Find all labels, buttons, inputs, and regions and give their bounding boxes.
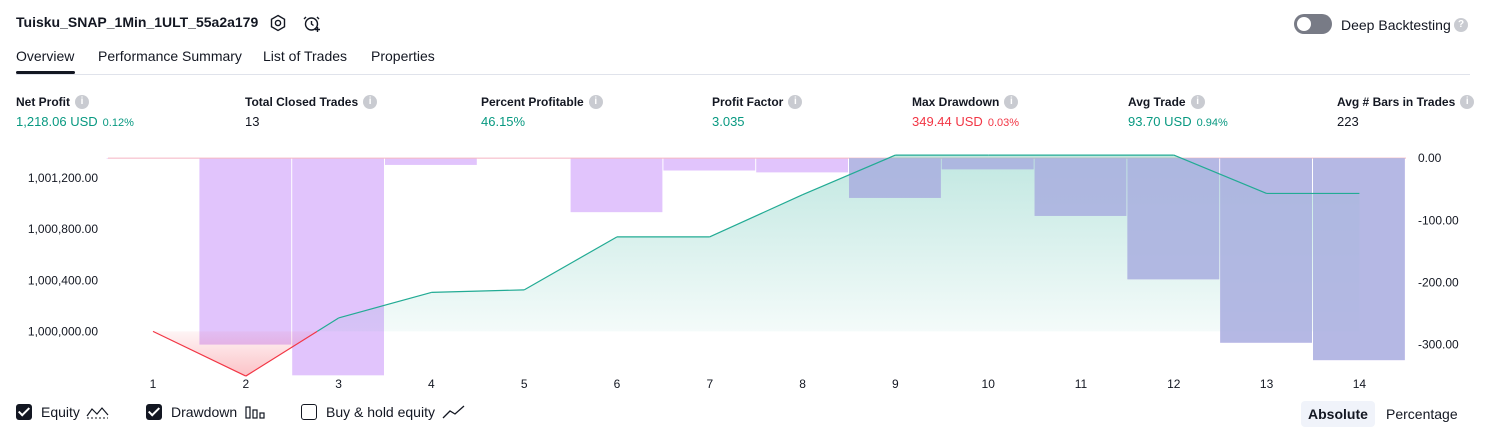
drawdown-bar[interactable]: [199, 158, 292, 345]
x-axis-tick-label: 14: [1353, 377, 1367, 391]
left-axis-tick-label: 1,001,200.00: [28, 171, 98, 185]
metric-net-profit-label: Net Profit i: [16, 95, 89, 109]
equity-drawdown-chart[interactable]: 1,001,200.00 1,000,800.00 1,000,400.00 1,00…: [0, 140, 1486, 395]
x-axis-tick-label: 12: [1167, 377, 1181, 391]
metric-profit-factor-label: Profit Factor i: [712, 95, 803, 109]
metric-avg-bars-label: Avg # Bars in Trades i: [1337, 95, 1475, 109]
info-icon[interactable]: i: [75, 95, 89, 109]
deep-backtesting-toggle[interactable]: [1294, 14, 1332, 34]
drawdown-label: Drawdown: [171, 404, 238, 420]
metric-percent-profitable-value: 46.15%: [481, 114, 526, 129]
absolute-mode-button[interactable]: Absolute: [1301, 401, 1375, 427]
tabs-divider: [16, 74, 1470, 75]
x-axis-tick-label: 2: [242, 377, 249, 391]
buy-hold-line-icon: [442, 405, 465, 419]
buy-hold-toggle[interactable]: Buy & hold equity: [301, 404, 466, 420]
drawdown-bar[interactable]: [663, 158, 756, 171]
equity-line-segment: [245, 330, 318, 377]
left-axis-tick-label: 1,000,400.00: [28, 273, 98, 287]
x-axis-tick-label: 4: [428, 377, 435, 391]
left-axis-tick-label: 1,000,000.00: [28, 324, 98, 338]
buy-hold-label: Buy & hold equity: [326, 404, 435, 420]
equity-line-segment: [1173, 154, 1267, 194]
drawdown-checkbox[interactable]: [146, 404, 162, 420]
equity-line-segment: [431, 289, 525, 294]
x-axis-tick-label: 13: [1260, 377, 1274, 391]
equity-line-segment: [152, 330, 247, 377]
tab-overview[interactable]: Overview: [16, 48, 75, 64]
x-axis-tick-label: 6: [614, 377, 621, 391]
tab-list-of-trades[interactable]: List of Trades: [263, 48, 348, 64]
right-axis-tick-label: -300.00: [1418, 338, 1459, 352]
alarm-clock-add-icon[interactable]: [302, 13, 322, 33]
metric-total-closed-trades-value: 13: [245, 114, 260, 129]
strategy-name: Tuisku_SNAP_1Min_1ULT_55a2a179: [16, 14, 259, 30]
info-icon[interactable]: i: [1004, 95, 1019, 109]
equity-line-icon: [86, 407, 109, 419]
buy-hold-checkbox[interactable]: [301, 404, 317, 420]
info-icon[interactable]: i: [1190, 95, 1205, 109]
active-tab-indicator: [16, 71, 75, 74]
equity-loss-area: [153, 331, 318, 377]
x-axis-tick-label: 8: [799, 377, 806, 391]
equity-line-segment: [802, 154, 896, 196]
x-axis-tick-label: 1: [150, 377, 157, 391]
drawdown-bar-overlap: [1313, 158, 1405, 361]
metric-percent-profitable-label: Percent Profitable i: [481, 95, 603, 109]
equity-line-segment: [338, 291, 432, 319]
metric-avg-trade-label: Avg Trade i: [1128, 95, 1205, 109]
left-axis-tick-label: 1,000,800.00: [28, 222, 98, 236]
info-icon[interactable]: i: [588, 95, 603, 109]
drawdown-bar[interactable]: [385, 158, 477, 165]
drawdown-bar-overlap: [1220, 158, 1312, 343]
x-axis-tick-label: 5: [521, 377, 528, 391]
gear-icon[interactable]: [268, 13, 288, 33]
drawdown-bar-overlap: [1034, 158, 1127, 216]
drawdown-bar[interactable]: [570, 158, 663, 213]
x-axis-tick-label: 7: [706, 377, 713, 391]
right-axis-tick-label: 0.00: [1418, 151, 1442, 165]
drawdown-bar[interactable]: [756, 158, 848, 173]
help-icon[interactable]: ?: [1454, 18, 1468, 32]
x-axis-tick-label: 3: [335, 377, 342, 391]
drawdown-bar-overlap: [941, 158, 1034, 170]
tab-properties[interactable]: Properties: [371, 48, 435, 64]
drawdown-bars-icon: [245, 406, 265, 419]
metric-total-closed-trades-label: Total Closed Trades i: [245, 95, 378, 109]
deep-backtesting-label: Deep Backtesting: [1341, 17, 1451, 33]
info-icon[interactable]: i: [788, 95, 803, 109]
equity-line-segment: [523, 236, 618, 291]
equity-toggle[interactable]: Equity: [16, 404, 110, 420]
metric-avg-trade-value: 93.70 USD 0.94%: [1128, 114, 1228, 129]
metric-net-profit-value: 1,218.06 USD 0.12%: [16, 114, 134, 129]
drawdown-toggle[interactable]: Drawdown: [146, 404, 267, 420]
equity-checkbox[interactable]: [16, 404, 32, 420]
x-axis-tick-label: 10: [982, 377, 996, 391]
metric-profit-factor-value: 3.035: [712, 114, 745, 129]
equity-label: Equity: [41, 404, 80, 420]
right-axis-tick-label: -100.00: [1418, 213, 1459, 227]
equity-line-segment: [709, 194, 803, 238]
info-icon[interactable]: i: [1460, 95, 1475, 109]
percentage-mode-button[interactable]: Percentage: [1386, 406, 1458, 422]
tab-performance-summary[interactable]: Performance Summary: [98, 48, 242, 64]
drawdown-bar[interactable]: [292, 158, 384, 376]
metric-max-drawdown-value: 349.44 USD 0.03%: [912, 114, 1020, 129]
drawdown-bar-overlap: [1127, 158, 1220, 280]
metric-avg-bars-value: 223: [1337, 114, 1359, 129]
metric-max-drawdown-label: Max Drawdown i: [912, 95, 1019, 109]
x-axis-tick-label: 11: [1075, 377, 1088, 391]
right-axis-tick-label: -200.00: [1418, 275, 1459, 289]
x-axis-tick-label: 9: [892, 377, 899, 391]
equity-line-segment: [316, 317, 339, 332]
drawdown-bar-overlap: [849, 158, 941, 198]
info-icon[interactable]: i: [363, 95, 378, 109]
